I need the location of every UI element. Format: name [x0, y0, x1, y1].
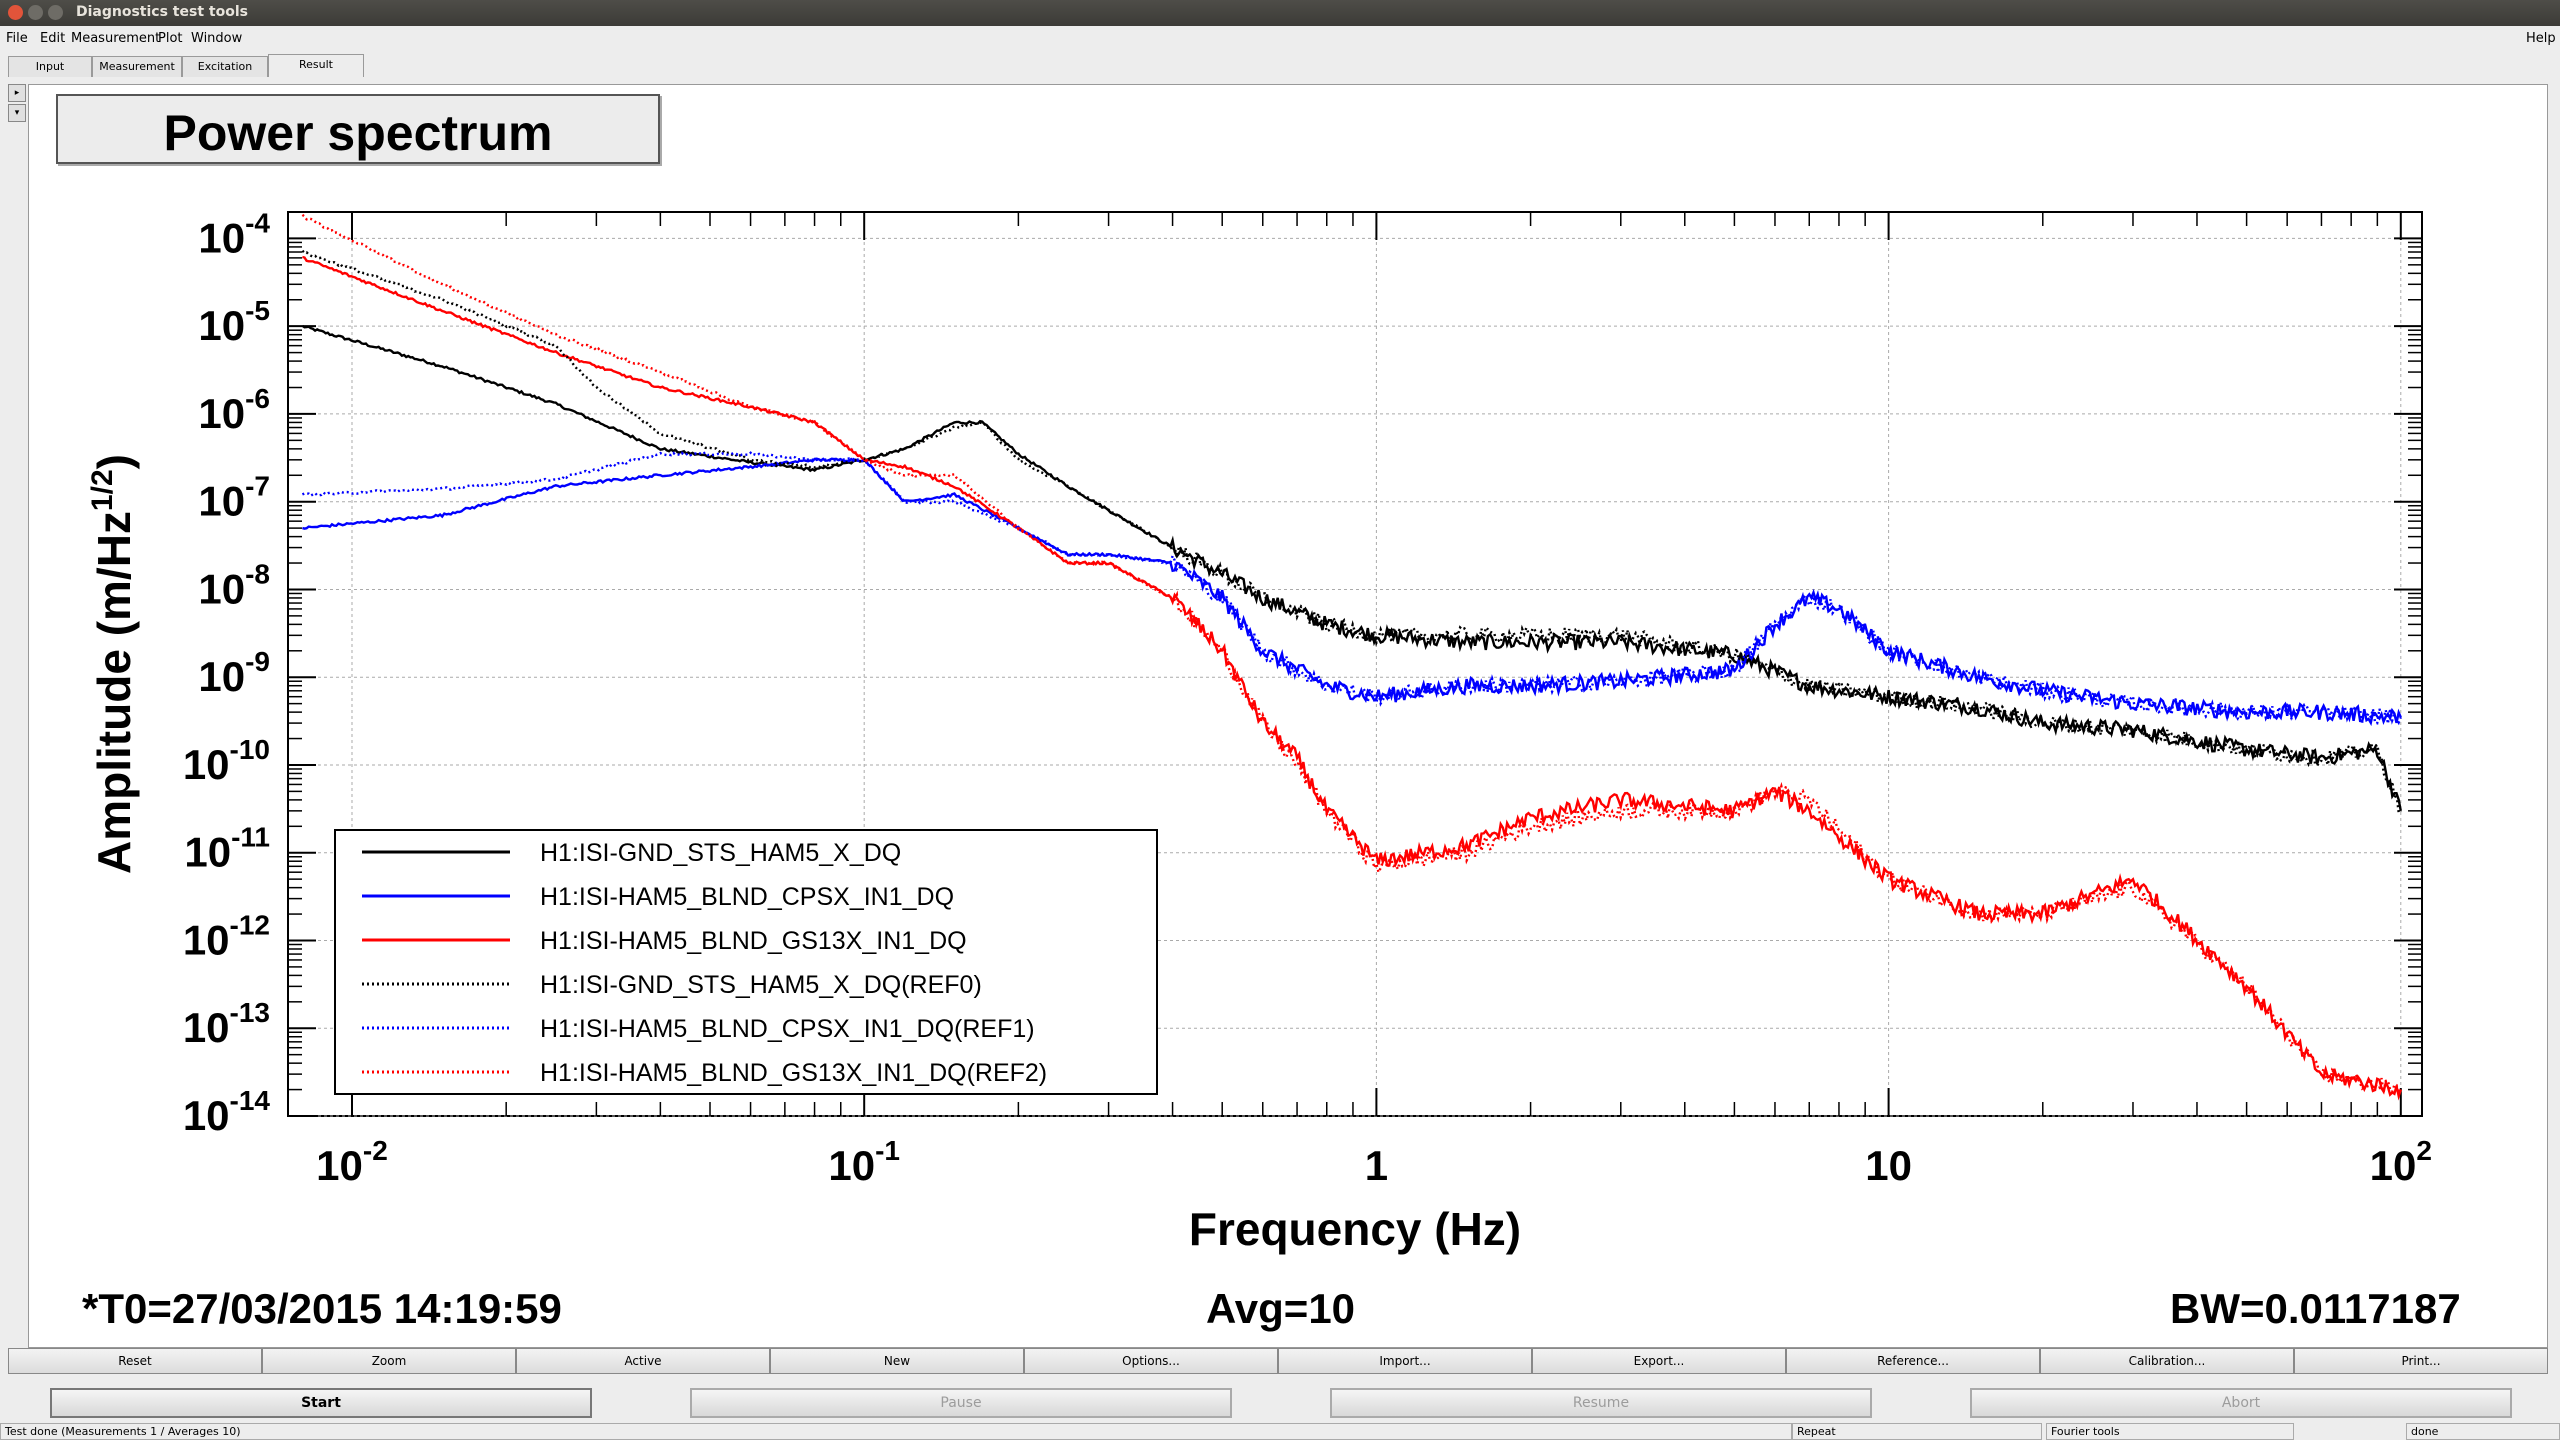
- window-title: Diagnostics test tools: [76, 4, 248, 20]
- resume-button[interactable]: Resume: [1330, 1388, 1872, 1418]
- calibration-button[interactable]: Calibration...: [2040, 1348, 2294, 1374]
- legend-entry: H1:ISI-HAM5_BLND_CPSX_IN1_DQ(REF1): [540, 1015, 1035, 1043]
- series-line-2: [302, 255, 2402, 1101]
- y-tick-label: 10-13: [183, 997, 270, 1051]
- status-state: done: [2406, 1423, 2560, 1440]
- legend-box: [334, 829, 1158, 1095]
- status-repeat: Repeat: [1792, 1423, 2042, 1440]
- y-tick-label: 10-6: [198, 383, 270, 437]
- y-tick-label: 10-8: [198, 558, 270, 612]
- plot-title: Power spectrum: [163, 105, 553, 161]
- menu-file[interactable]: File: [6, 31, 28, 46]
- active-button[interactable]: Active: [516, 1348, 770, 1374]
- import-button[interactable]: Import...: [1278, 1348, 1532, 1374]
- status-tool: Fourier tools: [2046, 1423, 2294, 1440]
- y-tick-label: 10-7: [198, 471, 270, 525]
- plot-info-row: *T0=27/03/2015 14:19:59 Avg=10 BW=0.0117…: [0, 1285, 2560, 1335]
- y-tick-label: 10-4: [198, 207, 270, 261]
- x-axis-label: Frequency (Hz): [1189, 1203, 1521, 1255]
- legend-entry: H1:ISI-HAM5_BLND_GS13X_IN1_DQ(REF2): [540, 1059, 1047, 1087]
- y-tick-label: 10-11: [184, 822, 270, 876]
- x-tick-label: 102: [2370, 1135, 2432, 1189]
- x-tick-label: 10-2: [316, 1135, 388, 1189]
- legend-entry: H1:ISI-GND_STS_HAM5_X_DQ(REF0): [540, 971, 982, 999]
- zoom-button[interactable]: Zoom: [262, 1348, 516, 1374]
- options-button[interactable]: Options...: [1024, 1348, 1278, 1374]
- new-button[interactable]: New: [770, 1348, 1024, 1374]
- close-icon[interactable]: [8, 5, 23, 20]
- status-message: Test done (Measurements 1 / Averages 10): [0, 1423, 1792, 1440]
- y-tick-label: 10-10: [183, 734, 270, 788]
- y-tick-label: 10-9: [198, 646, 270, 700]
- plot-toolbar: Reset Zoom Active New Options... Import.…: [8, 1348, 2552, 1374]
- tab-result[interactable]: Result: [268, 54, 364, 77]
- x-tick-labels: 10-2 10-1 1 10 102: [316, 1135, 2432, 1189]
- y-tick-label: 10-14: [183, 1085, 271, 1139]
- menu-edit[interactable]: Edit: [40, 31, 66, 46]
- series-line-1: [302, 457, 2402, 727]
- reference-button[interactable]: Reference...: [1786, 1348, 2040, 1374]
- menu-plot[interactable]: Plot: [158, 31, 183, 46]
- tab-excitation[interactable]: Excitation: [182, 56, 268, 77]
- avg-label: Avg=10: [1206, 1285, 1356, 1332]
- series-line-3: [301, 249, 2402, 816]
- start-button[interactable]: Start: [50, 1388, 592, 1418]
- y-tick-label: 10-5: [198, 295, 270, 349]
- status-bar: Test done (Measurements 1 / Averages 10)…: [0, 1422, 2560, 1440]
- y-axis-label: Amplitude (m/Hz1/2): [86, 454, 140, 874]
- x-tick-label: 10: [1865, 1142, 1912, 1189]
- window-titlebar: Diagnostics test tools: [0, 0, 2560, 26]
- menu-help[interactable]: Help: [2526, 31, 2556, 46]
- menu-bar: File Edit Measurement Plot Window Help: [0, 28, 2560, 50]
- abort-button[interactable]: Abort: [1970, 1388, 2512, 1418]
- export-button[interactable]: Export...: [1532, 1348, 1786, 1374]
- legend-entry: H1:ISI-HAM5_BLND_CPSX_IN1_DQ: [540, 883, 954, 911]
- x-tick-label: 1: [1365, 1142, 1388, 1189]
- spectrum-chart[interactable]: 10-410-510-610-710-810-910-1010-1110-121…: [0, 0, 2560, 1290]
- axis-ticks: [288, 211, 2422, 1117]
- reset-button[interactable]: Reset: [8, 1348, 262, 1374]
- series-line-5: [301, 213, 2402, 1096]
- y-tick-label: 10-12: [183, 909, 270, 963]
- menu-window[interactable]: Window: [191, 31, 243, 46]
- collapse-arrow-icon[interactable]: ▾: [8, 104, 26, 122]
- series-group: [301, 213, 2402, 1101]
- bw-label: BW=0.0117187: [2170, 1285, 2461, 1332]
- expand-arrow-icon[interactable]: ▸: [8, 84, 26, 102]
- legend-entry: H1:ISI-HAM5_BLND_GS13X_IN1_DQ: [540, 927, 967, 955]
- tab-input[interactable]: Input: [8, 56, 92, 77]
- y-tick-labels: 10-4 10-5 10-6 10-7 10-8 10-9 10-10 10-11 10-12 1…: [183, 207, 271, 1139]
- x-tick-label: 10-1: [828, 1135, 900, 1189]
- tab-bar: Input Measurement Excitation Result: [0, 54, 2560, 78]
- pause-button[interactable]: Pause: [690, 1388, 1232, 1418]
- print-button[interactable]: Print...: [2294, 1348, 2548, 1374]
- minimize-icon[interactable]: [28, 5, 43, 20]
- run-toolbar: Start Pause Resume Abort: [0, 1388, 2560, 1418]
- legend: H1:ISI-GND_STS_HAM5_X_DQ H1:ISI-HAM5_BLND…: [334, 829, 1158, 1095]
- tab-measurement[interactable]: Measurement: [92, 56, 182, 77]
- plot-title-box: Power spectrum: [56, 94, 660, 164]
- menu-measurement[interactable]: Measurement: [71, 31, 161, 46]
- maximize-icon[interactable]: [48, 5, 63, 20]
- t0-label: *T0=27/03/2015 14:19:59: [82, 1285, 562, 1332]
- legend-entry: H1:ISI-GND_STS_HAM5_X_DQ: [540, 839, 901, 867]
